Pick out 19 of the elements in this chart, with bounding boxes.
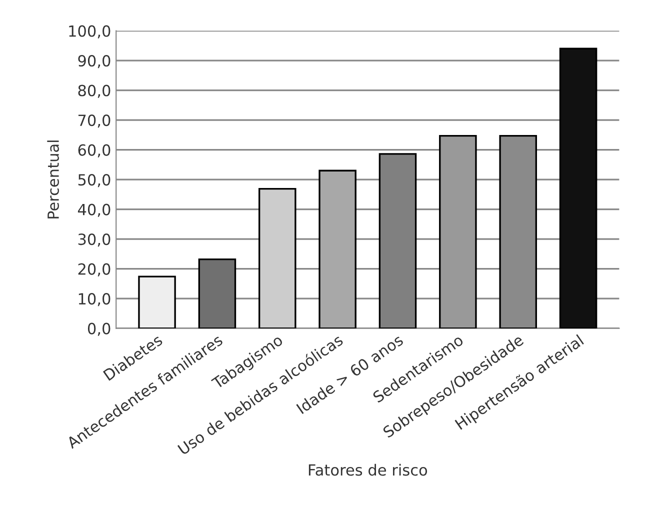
y-axis-title: Percentual <box>47 140 59 218</box>
y-tick-label: 100,0 <box>69 25 110 38</box>
y-tick-label: 60,0 <box>78 144 110 158</box>
y-tick-label: 90,0 <box>78 55 110 68</box>
y-tick-label: 20,0 <box>78 263 110 276</box>
bar <box>198 258 236 328</box>
y-tick-label: 80,0 <box>78 84 110 98</box>
bar <box>318 170 356 328</box>
y-tick-label: 0,0 <box>88 322 110 336</box>
y-tick-label: 30,0 <box>78 234 110 247</box>
y-tick-label: 40,0 <box>78 204 110 217</box>
x-axis-title: Fatores de risco <box>308 464 428 476</box>
y-tick-label: 10,0 <box>78 293 110 306</box>
bar <box>138 276 176 328</box>
y-tick-label: 70,0 <box>78 114 110 128</box>
bar <box>439 134 477 328</box>
bar <box>559 48 598 328</box>
bar <box>258 188 296 328</box>
y-tick-label: 50,0 <box>78 174 110 188</box>
